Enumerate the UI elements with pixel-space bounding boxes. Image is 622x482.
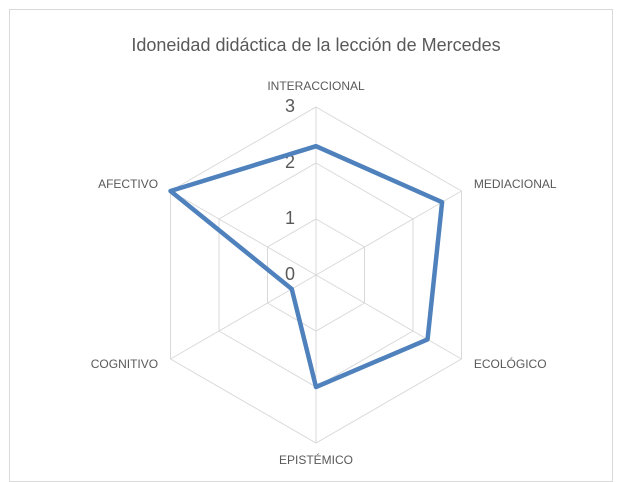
r-tick-label: 1 bbox=[285, 208, 295, 228]
category-label: MEDIACIONAL bbox=[474, 177, 557, 191]
axis-spoke bbox=[315, 190, 462, 276]
category-label: INTERACCIONAL bbox=[267, 79, 365, 93]
r-tick-label: 0 bbox=[285, 264, 295, 284]
category-label: COGNITIVO bbox=[91, 357, 158, 371]
r-tick-label: 2 bbox=[285, 152, 295, 172]
r-tick-label: 3 bbox=[285, 96, 295, 116]
chart-title: Idoneidad didáctica de la lección de Mer… bbox=[131, 35, 500, 55]
category-label: ECOLÓGICO bbox=[474, 356, 547, 371]
category-label: AFECTIVO bbox=[98, 177, 158, 191]
series-line bbox=[168, 143, 445, 390]
axis-spoke bbox=[170, 190, 317, 276]
category-label: EPISTÉMICO bbox=[279, 452, 353, 467]
axis-spoke bbox=[315, 274, 462, 360]
chart-frame bbox=[9, 9, 613, 482]
